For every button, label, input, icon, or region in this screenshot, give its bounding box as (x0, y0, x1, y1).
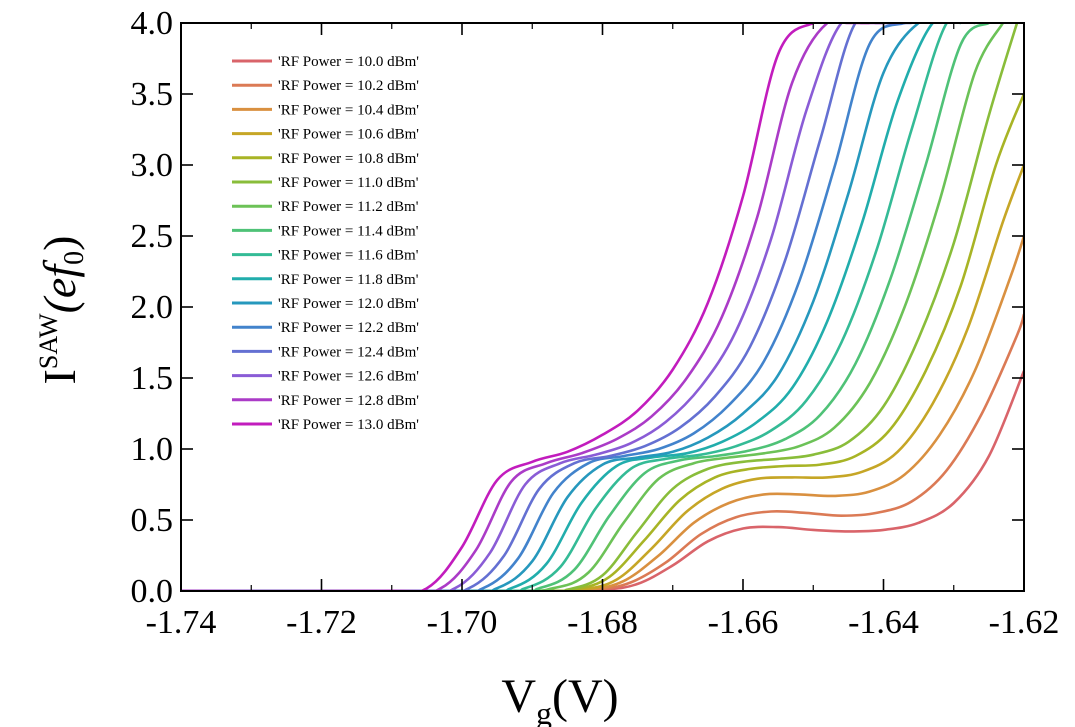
legend-label-11: 'RF Power = 12.0 dBm' (278, 296, 419, 312)
x-tick-label: -1.62 (989, 604, 1060, 641)
legend: 'RF Power = 10.0 dBm' 'RF Power = 10.2 dB… (232, 54, 419, 433)
legend-label-1: 'RF Power = 10.0 dBm' (278, 54, 419, 70)
legend-label-13: 'RF Power = 12.4 dBm' (278, 344, 419, 360)
legend-label-16: 'RF Power = 13.0 dBm' (278, 417, 419, 433)
legend-label-2: 'RF Power = 10.2 dBm' (278, 78, 419, 94)
x-tick-label: -1.66 (708, 604, 779, 641)
series-lines (181, 23, 1024, 591)
legend-label-7: 'RF Power = 11.2 dBm' (278, 199, 419, 215)
legend-label-10: 'RF Power = 11.8 dBm' (278, 272, 419, 288)
legend-label-8: 'RF Power = 11.4 dBm' (278, 223, 419, 239)
x-tick-label: -1.68 (567, 604, 638, 641)
y-axis-label: ISAW(ef0) (34, 236, 90, 385)
series-line-6 (181, 23, 1019, 591)
legend-label-5: 'RF Power = 10.8 dBm' (278, 151, 419, 167)
x-tick-label: -1.64 (848, 604, 919, 641)
y-tick-label: 0.5 (131, 502, 174, 539)
y-tick-label: 4.0 (131, 5, 174, 42)
series-line-3 (181, 235, 1024, 591)
legend-label-14: 'RF Power = 12.6 dBm' (278, 369, 419, 385)
legend-label-12: 'RF Power = 12.2 dBm' (278, 320, 419, 336)
legend-label-15: 'RF Power = 12.8 dBm' (278, 393, 419, 409)
y-axis-label-sub: 0 (59, 251, 90, 265)
series-line-11 (181, 23, 947, 591)
legend-label-3: 'RF Power = 10.4 dBm' (278, 102, 419, 118)
y-tick-label: 3.5 (131, 76, 174, 113)
y-axis-label-sup: SAW (34, 313, 63, 369)
x-axis-label-sub: g (536, 695, 552, 727)
x-axis-label-main: V (501, 670, 536, 723)
y-axis-label-close: ) (34, 236, 85, 251)
y-axis-label-main: I (34, 369, 85, 384)
y-tick-label: 3.0 (131, 147, 174, 184)
y-tick-label: 0.0 (131, 573, 174, 610)
x-tick-label: -1.74 (146, 604, 217, 641)
x-tick-label: -1.70 (427, 604, 498, 641)
y-tick-label: 2.0 (131, 289, 174, 326)
y-tick-label: 2.5 (131, 218, 174, 255)
legend-label-6: 'RF Power = 11.0 dBm' (278, 175, 419, 191)
y-tick-label: 1.0 (131, 431, 174, 468)
series-line-10 (181, 23, 961, 591)
series-line-13 (181, 23, 912, 591)
x-axis-label: Vg(V) (501, 670, 618, 727)
x-tick-label: -1.72 (286, 604, 357, 641)
series-line-5 (181, 93, 1024, 591)
y-axis-label-tail: (ef (34, 259, 85, 314)
legend-label-4: 'RF Power = 10.6 dBm' (278, 127, 419, 143)
series-line-14 (181, 23, 898, 591)
y-tick-label: 1.5 (131, 360, 174, 397)
axes: -1.74 -1.72 -1.70 -1.68 -1.66 -1.64 -1.62 0.0 0.… (131, 5, 1060, 641)
x-axis-label-tail: (V) (552, 670, 619, 723)
legend-label-9: 'RF Power = 11.6 dBm' (278, 248, 419, 264)
series-line-16 (181, 23, 870, 591)
series-line-7 (181, 23, 1005, 591)
series-line-15 (181, 23, 884, 591)
